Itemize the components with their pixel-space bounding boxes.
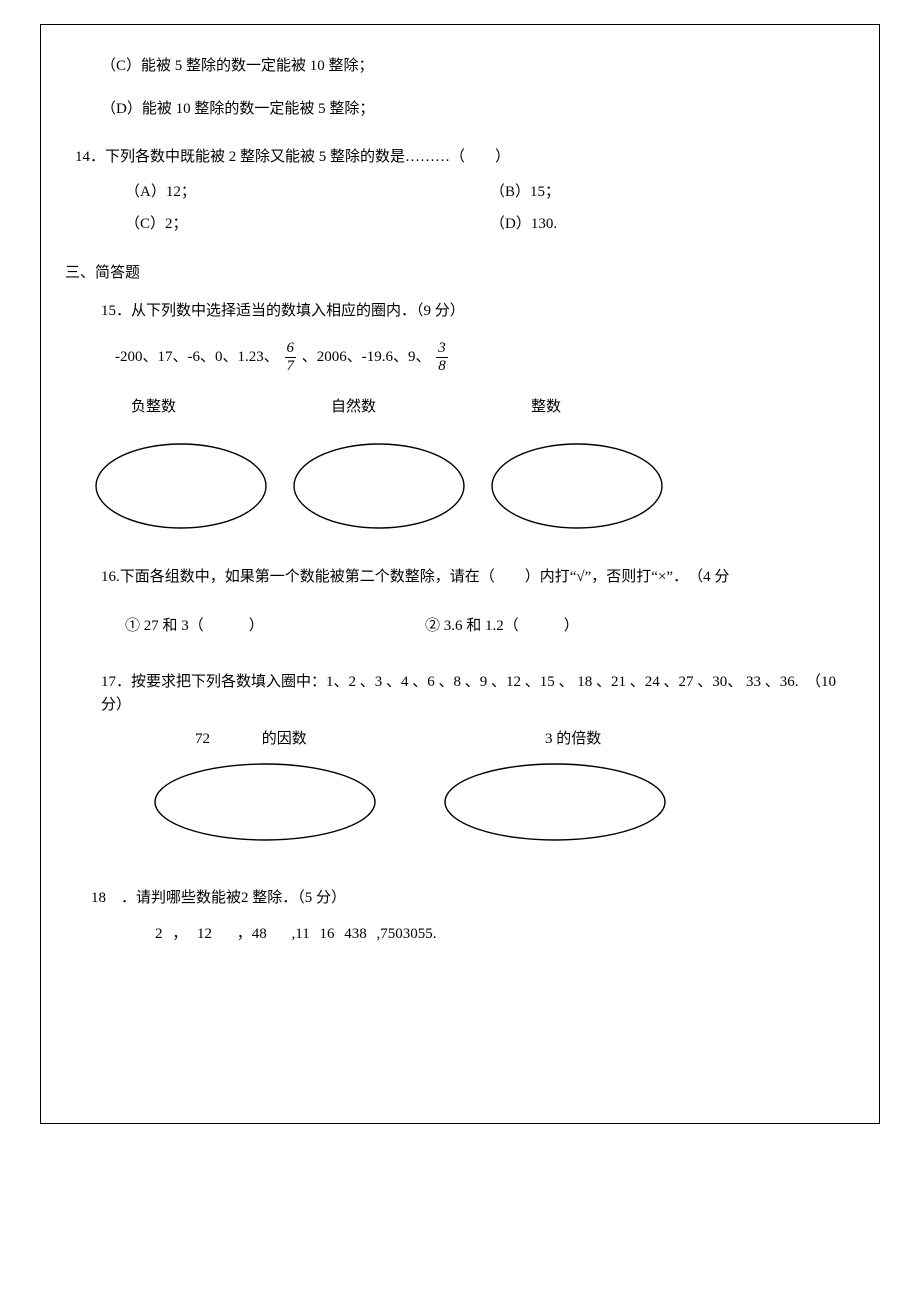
q18-numbers: 2 ， 12 ，48 ,11 16 438 ,7503055. bbox=[65, 923, 855, 946]
q15-frac1-num: 6 bbox=[285, 341, 297, 357]
q17-header-factors: 72 的因数 bbox=[195, 728, 515, 751]
q16-item-1: ① 27 和 3（ ） bbox=[65, 615, 425, 638]
q17-header-72: 72 bbox=[195, 731, 210, 747]
q15-numbers-prefix: -200、17、-6、0、1.23、 bbox=[115, 348, 279, 364]
q15-frac-6-7: 6 7 bbox=[285, 341, 297, 374]
q15-ellipse-2 bbox=[289, 436, 469, 536]
q17-circles bbox=[65, 757, 855, 847]
q14-option-c: （C）2； bbox=[65, 213, 490, 236]
q15-ellipse-1 bbox=[91, 436, 271, 536]
q15-header-integer: 整数 bbox=[531, 396, 731, 419]
q15-numbers: -200、17、-6、0、1.23、 6 7 、2006、-19.6、9、 3 … bbox=[65, 341, 855, 374]
q15-circles bbox=[65, 436, 855, 536]
q16-stem: 16.下面各组数中，如果第一个数能被第二个数整除，请在（ ）内打“√”，否则打“… bbox=[65, 566, 855, 589]
q15-frac-3-8: 3 8 bbox=[436, 341, 448, 374]
q14-option-a: （A）12； bbox=[65, 181, 490, 204]
prev-choice-d: （D）能被 10 整除的数一定能被 5 整除； bbox=[65, 98, 855, 121]
q15-frac1-den: 7 bbox=[285, 357, 297, 374]
q15-header-natural: 自然数 bbox=[331, 396, 531, 419]
q15-frac2-num: 3 bbox=[436, 341, 448, 357]
prev-choice-c: （C）能被 5 整除的数一定能被 10 整除； bbox=[65, 55, 855, 78]
q17-header-multiples: 3 的倍数 bbox=[515, 728, 835, 751]
q16-items: ① 27 和 3（ ） ② 3.6 和 1.2（ ） bbox=[65, 615, 855, 638]
q15-stem: 15．从下列数中选择适当的数填入相应的圈内．（9 分） bbox=[65, 300, 855, 323]
q15-headers: 负整数 自然数 整数 bbox=[65, 396, 855, 419]
q14-option-d: （D）130. bbox=[490, 213, 855, 236]
section3-heading: 三、简答题 bbox=[65, 262, 855, 285]
q15-frac2-den: 8 bbox=[436, 357, 448, 374]
q15-numbers-mid: 、2006、-19.6、9、 bbox=[302, 348, 431, 364]
q16-item-2: ② 3.6 和 1.2（ ） bbox=[425, 615, 579, 638]
q18-stem: 18 ．请判哪些数能被2 整除．（5 分） bbox=[65, 887, 855, 910]
q17-headers: 72 的因数 3 的倍数 bbox=[65, 728, 855, 751]
q15-ellipse-3 bbox=[487, 436, 667, 536]
page-frame: （C）能被 5 整除的数一定能被 10 整除； （D）能被 10 整除的数一定能… bbox=[40, 24, 880, 1124]
q17-stem: 17．按要求把下列各数填入圈中：1、2 、3 、4 、6 、8 、9 、12 、… bbox=[65, 671, 855, 716]
q15-header-negint: 负整数 bbox=[131, 396, 331, 419]
q17-ellipse-1 bbox=[145, 757, 385, 847]
q14-option-b: （B）15； bbox=[490, 181, 855, 204]
q17-header-factors-text: 的因数 bbox=[262, 731, 307, 747]
q14-stem: 14．下列各数中既能被 2 整除又能被 5 整除的数是………（ ） bbox=[65, 146, 855, 169]
q17-ellipse-2 bbox=[435, 757, 675, 847]
